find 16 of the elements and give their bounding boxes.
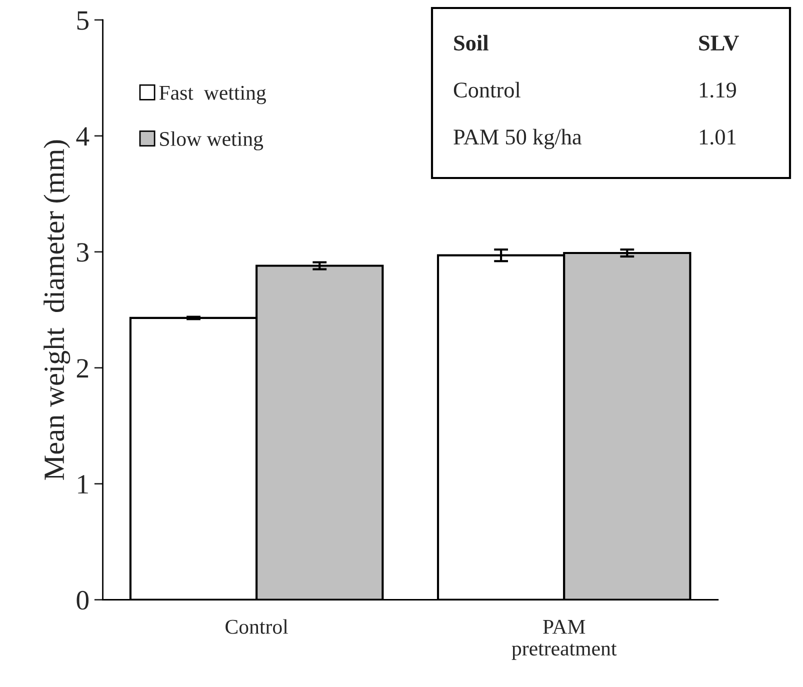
y-tick-label: 1 [78,475,88,494]
y-tick-label: 2 [76,359,88,378]
legend-label: Slow weting [160,131,264,150]
y-tick-label: 5 [77,11,89,30]
annotation: Control [454,82,520,98]
y-tick-label: 0 [76,590,89,610]
annotation: 1.19 [700,82,736,98]
y-axis-title: Mean weight diameter (mm) [44,140,70,480]
annotation: Soil [454,34,488,51]
y-tick-label: 4 [76,127,90,146]
legend-label: Fast wetting [159,86,266,104]
annotation: SLV [699,36,739,51]
y-tick-label: 3 [77,243,89,262]
annotation: PAM 50 kg/ha [454,128,582,150]
annotation: 1.01 [700,130,736,145]
x-tick-label: PAM pretreatment [512,620,617,660]
